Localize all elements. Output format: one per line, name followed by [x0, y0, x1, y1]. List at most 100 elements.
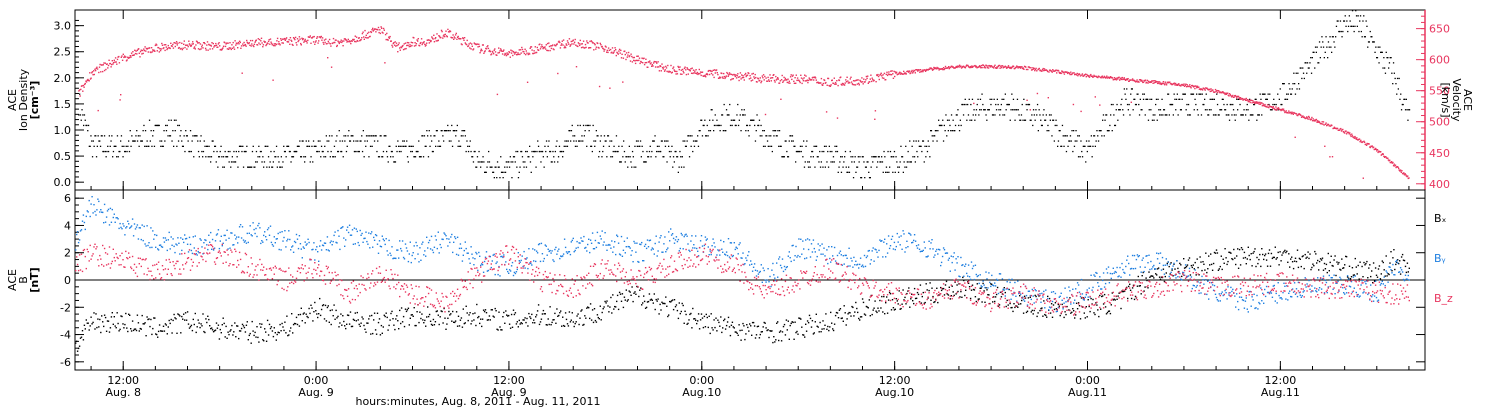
velocity-point	[468, 43, 470, 45]
density-point	[574, 145, 577, 147]
density-point	[799, 145, 802, 147]
velocity-point	[597, 42, 599, 45]
b-point	[133, 328, 136, 330]
velocity-point	[500, 49, 502, 51]
density-point	[505, 161, 507, 163]
density-point	[1083, 145, 1085, 147]
density-point	[481, 161, 483, 163]
velocity-point	[723, 75, 725, 78]
density-point	[106, 150, 108, 153]
velocity-point	[490, 53, 493, 55]
density-point	[804, 161, 806, 163]
velocity-point	[607, 47, 610, 49]
velocity-point	[698, 68, 700, 71]
velocity-point	[899, 73, 902, 75]
density-point	[484, 171, 487, 173]
density-point	[1048, 114, 1051, 116]
b-point	[1006, 299, 1008, 302]
velocity-point	[1336, 127, 1339, 130]
velocity-point	[1192, 85, 1194, 87]
b-point	[950, 295, 952, 297]
b-point	[619, 293, 622, 295]
velocity-point	[298, 36, 301, 38]
velocity-point	[1308, 115, 1310, 118]
density-point	[871, 156, 873, 158]
density-point	[1217, 114, 1219, 116]
density-point	[707, 135, 709, 137]
velocity-point	[85, 81, 88, 83]
b-point	[561, 325, 563, 327]
b-point	[573, 325, 575, 328]
b-point	[141, 314, 143, 317]
b-point	[620, 300, 623, 302]
density-point	[1336, 20, 1338, 22]
density-point	[937, 130, 939, 132]
b-point	[488, 315, 491, 317]
b-point	[881, 295, 883, 298]
density-point	[732, 119, 734, 121]
b-point	[1041, 307, 1043, 309]
left-tick-label: 0.5	[54, 150, 72, 163]
b-point	[1114, 299, 1116, 301]
density-point	[643, 161, 645, 163]
velocity-point	[212, 42, 214, 45]
b-point	[491, 309, 493, 311]
velocity-point	[332, 37, 335, 40]
b-point	[432, 318, 435, 321]
density-point	[310, 156, 312, 158]
density-point	[1108, 130, 1110, 132]
density-point	[793, 145, 795, 147]
velocity-point	[1039, 69, 1042, 71]
density-point	[455, 135, 457, 137]
velocity-point	[713, 76, 715, 79]
density-point	[385, 135, 387, 137]
density-point	[752, 119, 754, 121]
density-point	[1363, 15, 1365, 17]
density-point	[1080, 140, 1082, 142]
density-point	[1163, 109, 1166, 111]
b-point	[867, 307, 869, 309]
b-point	[572, 321, 574, 323]
velocity-point	[1261, 102, 1263, 104]
velocity-point	[441, 30, 443, 33]
velocity-point	[1115, 79, 1118, 81]
density-point	[1270, 109, 1272, 111]
b-point	[163, 330, 166, 332]
b-point	[235, 336, 237, 338]
velocity-point	[481, 44, 484, 46]
b-point	[295, 316, 298, 319]
density-point	[488, 161, 491, 163]
density-point	[447, 124, 449, 127]
b-point	[456, 325, 459, 327]
b-point	[276, 333, 278, 336]
b-point	[608, 311, 610, 313]
b-point	[1022, 312, 1025, 314]
b-point	[382, 326, 384, 328]
density-point	[905, 145, 907, 147]
density-point	[1031, 114, 1033, 116]
density-point	[1235, 114, 1237, 116]
velocity-point	[1383, 155, 1385, 157]
velocity-point	[1080, 110, 1082, 113]
density-point	[701, 119, 703, 121]
b-point	[740, 339, 742, 341]
b-point	[967, 281, 969, 283]
velocity-point	[879, 73, 882, 76]
density-point	[1383, 57, 1385, 59]
density-point	[631, 166, 633, 168]
velocity-point	[1113, 78, 1115, 81]
velocity-point	[1101, 75, 1103, 77]
b-point	[839, 308, 842, 310]
b-point	[762, 326, 764, 328]
velocity-point	[365, 34, 367, 36]
velocity-point	[305, 40, 308, 42]
velocity-point	[834, 81, 837, 84]
density-point	[1110, 114, 1112, 116]
b-point	[211, 327, 213, 329]
velocity-point	[512, 50, 515, 53]
b-point	[1158, 276, 1161, 278]
velocity-point	[397, 44, 400, 46]
velocity-point	[971, 66, 974, 68]
density-point	[1150, 109, 1152, 111]
b-point	[497, 329, 499, 331]
